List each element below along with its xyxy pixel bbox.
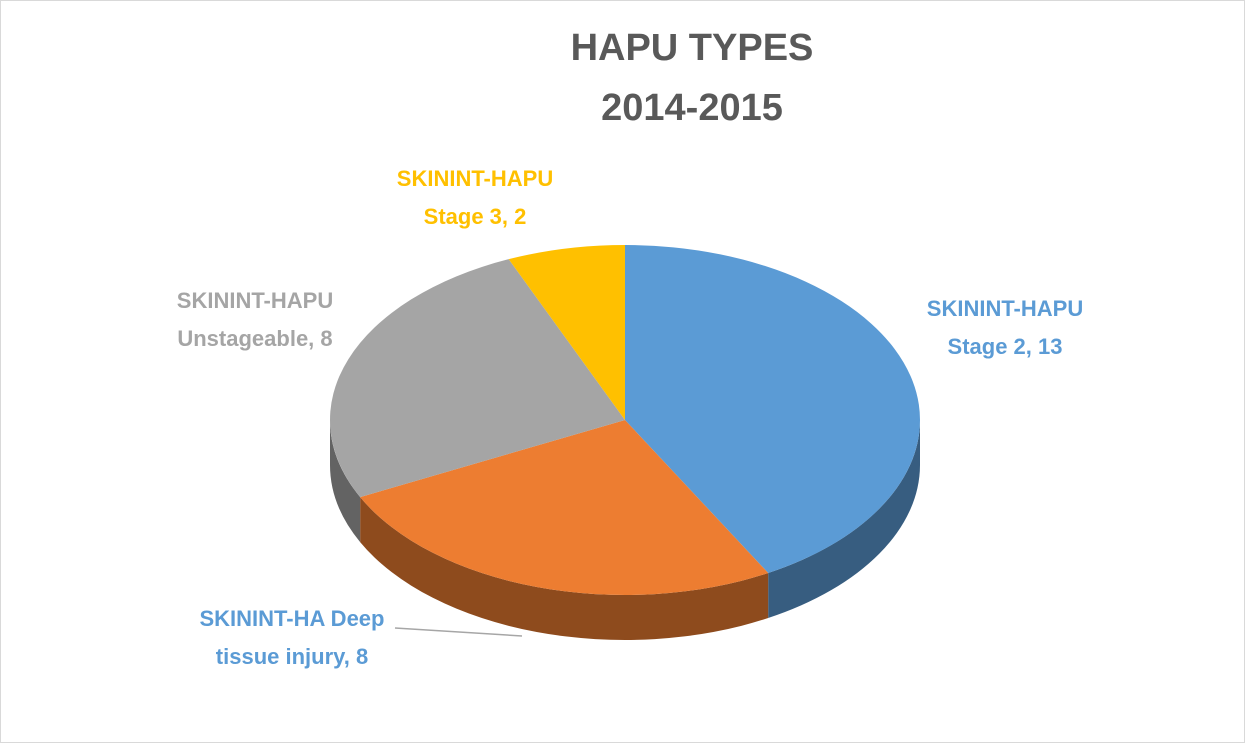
data-label: Unstageable, 8 — [177, 326, 332, 351]
slice-side — [330, 420, 361, 543]
slice-side — [768, 420, 921, 619]
data-label: SKININT-HAPU — [397, 166, 553, 191]
slice — [360, 420, 769, 595]
data-label: SKININT-HAPU — [177, 288, 333, 313]
data-label: Stage 3, 2 — [424, 204, 527, 229]
slice — [625, 245, 921, 574]
data-label: SKININT-HA Deep — [200, 606, 385, 631]
chart-title: 2014-2015 — [601, 87, 783, 129]
chart-title: HAPU TYPES — [571, 27, 814, 69]
data-label: tissue injury, 8 — [216, 644, 368, 669]
slice-side — [360, 497, 769, 640]
leader-line — [394, 627, 523, 637]
data-label: SKININT-HAPU — [927, 296, 1083, 321]
slice — [330, 259, 625, 498]
slice — [508, 245, 625, 420]
data-label: Stage 2, 13 — [948, 334, 1063, 359]
